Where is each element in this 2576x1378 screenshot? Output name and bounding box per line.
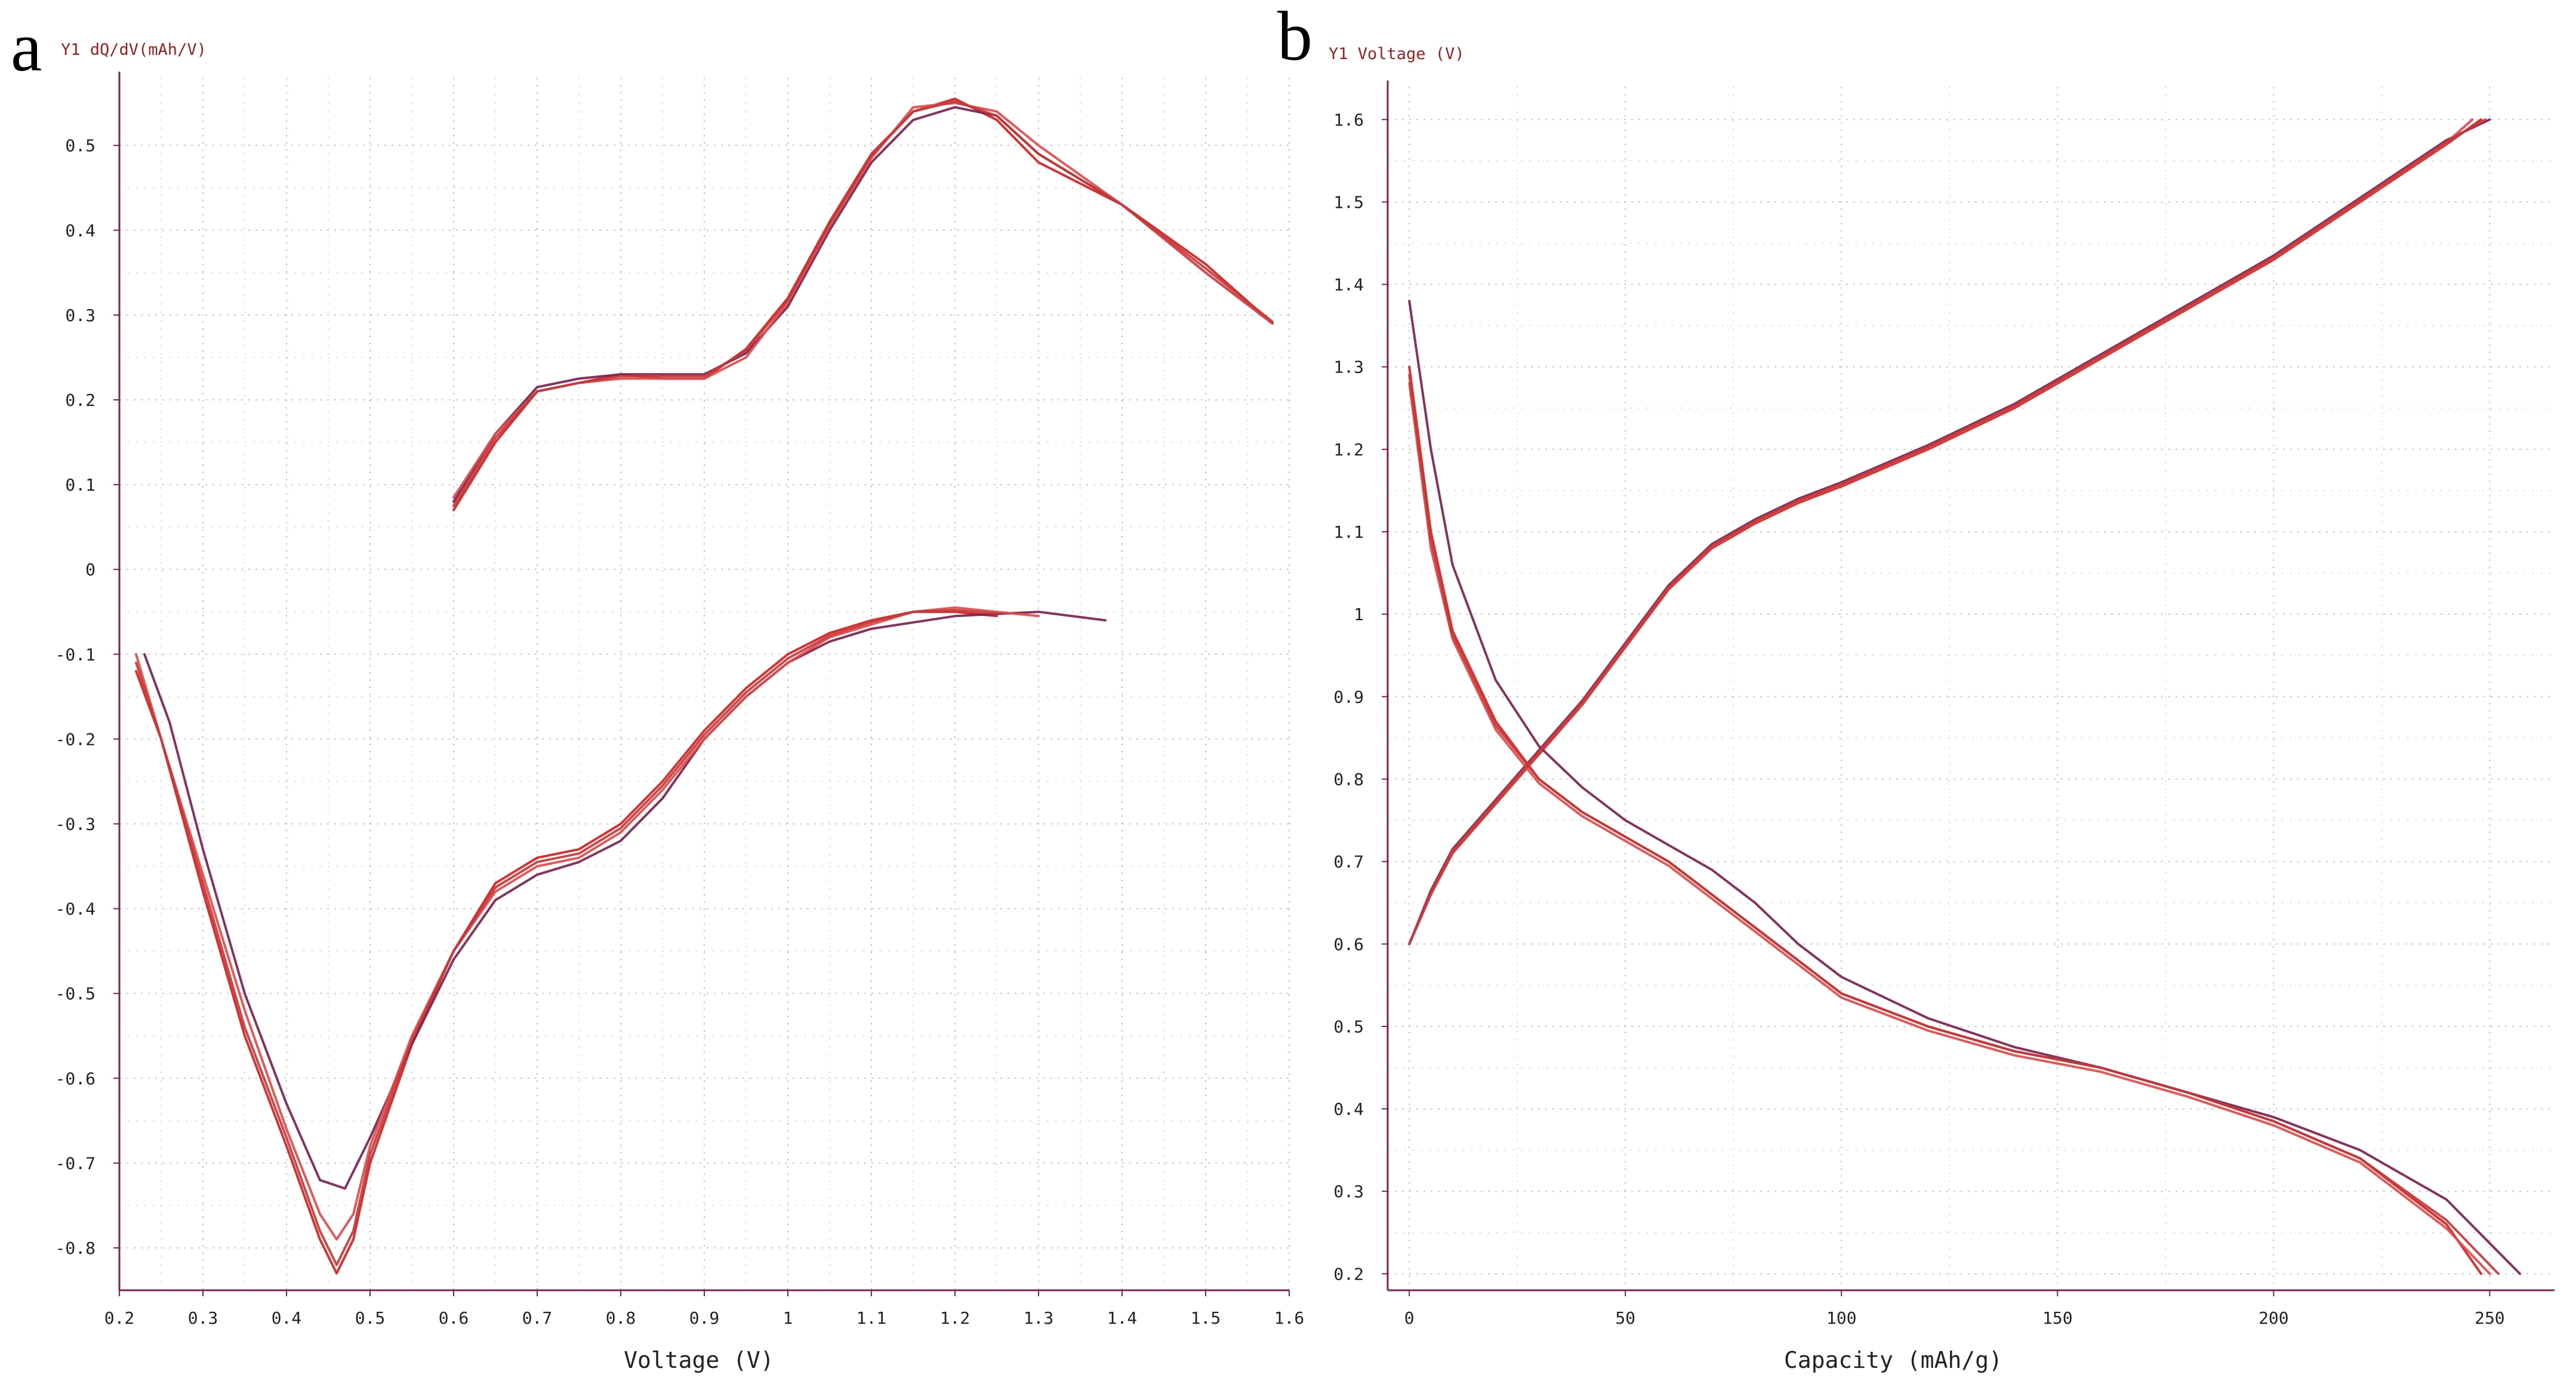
panel-a-y-tick-label: 0.1 — [65, 475, 95, 495]
panel-a-letter: a — [11, 8, 42, 86]
panel-b-y-tick-label: 1.5 — [1333, 192, 1364, 212]
panel-b-letter: b — [1277, 0, 1312, 75]
panel-a-series-2-discharge-line — [143, 611, 1107, 1190]
panel-a-y-tick-label: -0.6 — [56, 1069, 95, 1089]
panel-a-y-tick-label: 0 — [85, 560, 95, 579]
panel-b-x-tick-label: 0 — [1404, 1308, 1415, 1328]
panel-a-y-axis-label: Y1 dQ/dV(mAh/V) — [61, 41, 207, 59]
panel-a-x-tick-label: 0.9 — [689, 1308, 720, 1328]
panel-b-lines — [1408, 118, 2522, 1275]
panel-b-series-4-discharge-line — [1408, 374, 2500, 1275]
panel-a-y-tick-label: -0.3 — [56, 814, 95, 834]
panel-b-y-tick-label: 1.6 — [1333, 110, 1364, 130]
panel-b-x-tick-label: 50 — [1615, 1308, 1635, 1328]
panel-b-x-tick-label: 200 — [2258, 1308, 2289, 1328]
panel-b-y-tick-label: 1.1 — [1333, 522, 1364, 542]
panel-a-y-tick-label: -0.2 — [56, 729, 95, 749]
panel-a-y-tick-label: -0.1 — [56, 645, 95, 664]
panel-b-y-tick-label: 0.5 — [1333, 1017, 1364, 1037]
panel-a-ticks: 0.2 0.3 0.4 0.5 0.6 0.7 0.8 0.9 1 1.1 1.2 1.3 1.4 1.5… — [56, 136, 1305, 1328]
panel-b-y-tick-label: 0.9 — [1333, 687, 1364, 707]
panel-a-x-tick-label: 1.2 — [940, 1308, 970, 1328]
panel-b: b Y1 Voltage (V) Capacity (mAh/g) 0 50 100… — [1277, 0, 2555, 1373]
panel-b-ticks: 0 50 100 150 200 250 0.2 0.3 0.4 0.5 0.6 0.7 0.8 0.9 1… — [1333, 110, 2504, 1328]
panel-a-grid — [119, 78, 1290, 1290]
panel-a-x-tick-label: 0.8 — [606, 1308, 636, 1328]
panel-a-y-tick-label: 0.5 — [65, 136, 95, 156]
panel-b-y-tick-label: 0.6 — [1333, 935, 1364, 954]
panel-a-y-tick-label: -0.4 — [56, 899, 95, 919]
panel-a-x-tick-label: 0.4 — [272, 1308, 302, 1328]
panel-b-y-tick-label: 0.4 — [1333, 1099, 1364, 1119]
panel-a-series-4-charge-line — [452, 100, 1274, 507]
panel-b-grid — [1388, 87, 2555, 1290]
panel-a-x-tick-label: 0.2 — [104, 1308, 135, 1328]
panel-a-x-tick-label: 0.3 — [188, 1308, 218, 1328]
panel-a-x-tick-label: 1.5 — [1191, 1308, 1221, 1328]
panel-a-x-tick-label: 1.6 — [1274, 1308, 1305, 1328]
panel-a-x-tick-label: 1.4 — [1107, 1308, 1138, 1328]
panel-a-x-tick-label: 1.3 — [1024, 1308, 1054, 1328]
panel-a-series-1-discharge-line — [135, 611, 998, 1275]
panel-b-y-tick-label: 0.7 — [1333, 852, 1364, 872]
panel-b-y-tick-label: 0.3 — [1333, 1182, 1364, 1201]
panel-b-y-tick-label: 1.2 — [1333, 440, 1364, 460]
panel-a-x-tick-label: 1.1 — [856, 1308, 887, 1328]
panel-a-x-tick-label: 0.7 — [522, 1308, 553, 1328]
panel-b-x-axis-label: Capacity (mAh/g) — [1784, 1347, 2002, 1373]
panel-b-x-tick-label: 100 — [1826, 1308, 1857, 1328]
panel-b-series-2-discharge-line — [1408, 300, 2522, 1275]
panel-a-y-tick-label: 0.3 — [65, 306, 95, 325]
panel-b-y-tick-label: 0.8 — [1333, 769, 1364, 789]
panel-b-y-tick-label: 1.4 — [1333, 275, 1364, 295]
panel-a-y-tick-label: 0.4 — [65, 221, 95, 241]
panel-b-x-tick-label: 150 — [2042, 1308, 2073, 1328]
panel-b-y-tick-label: 1 — [1354, 605, 1364, 624]
panel-b-y-tick-label: 1.3 — [1333, 357, 1364, 377]
panel-b-y-axis-label: Y1 Voltage (V) — [1329, 45, 1465, 63]
panel-a: a Y1 dQ/dV(mAh/V) Voltage (V) 0.2 0.3 0.4 0… — [11, 8, 1304, 1373]
panel-a-x-tick-label: 0.5 — [355, 1308, 386, 1328]
panel-a-series-4-discharge-line — [135, 609, 998, 1266]
panel-b-y-tick-label: 0.2 — [1333, 1264, 1364, 1284]
panel-a-y-tick-label: -0.8 — [56, 1238, 95, 1258]
panel-a-x-tick-label: 1 — [783, 1308, 793, 1328]
panel-a-y-tick-label: -0.7 — [56, 1154, 95, 1173]
panel-a-y-tick-label: 0.2 — [65, 390, 95, 410]
panel-a-x-tick-label: 0.6 — [439, 1308, 469, 1328]
panel-a-lines — [135, 97, 1274, 1275]
panel-a-y-tick-label: -0.5 — [56, 984, 95, 1004]
panel-a-series-3-discharge-line — [135, 606, 1040, 1241]
panel-b-axes — [1386, 81, 2555, 1291]
panel-b-series-3-discharge-line — [1408, 382, 2491, 1275]
panel-a-x-axis-label: Voltage (V) — [624, 1347, 774, 1373]
panel-b-series-4-charge-line — [1408, 118, 2487, 945]
panel-b-x-tick-label: 250 — [2475, 1308, 2505, 1328]
